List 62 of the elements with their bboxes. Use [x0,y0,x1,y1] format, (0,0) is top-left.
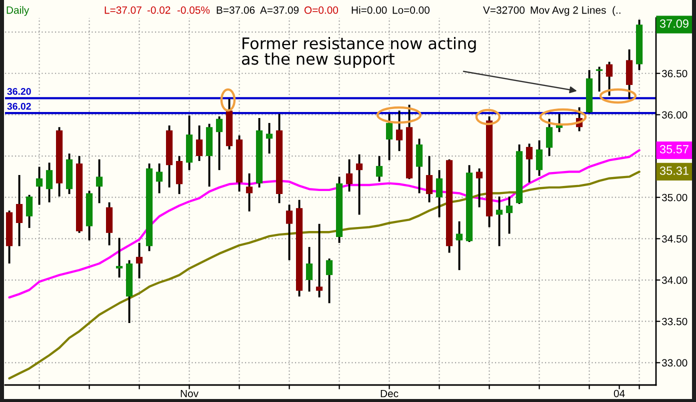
y-tick-label: 35.00 [662,194,688,202]
candlestick [506,196,513,235]
y-tick-label: 34.00 [662,276,688,284]
y-tick-label: 36.50 [662,70,688,78]
ref-line-label: 36.02 [7,102,31,110]
text: O=0.00 [304,6,338,14]
data-label: 35.57 [660,145,688,154]
candlestick [36,166,43,206]
text: Lo=0.00 [392,6,430,14]
candlestick [546,118,553,158]
candlestick [136,242,143,280]
text: -0.05% [177,6,210,14]
candlestick [416,138,423,194]
x-tick-label: 04 [614,390,625,398]
y-tick-label: 34.50 [662,235,688,243]
x-tick-label: Dec [380,390,398,398]
candlestick [46,162,53,204]
candlestick [436,169,443,218]
candlestick [596,66,603,93]
text: A=37.09 [260,6,299,14]
candlestick [376,155,383,183]
candlestick [326,258,333,304]
candlestick [16,174,23,248]
candlestick [536,139,543,177]
candlestick [526,142,533,184]
candlestick [176,155,183,196]
candlestick [96,158,103,204]
candlestick [286,204,293,262]
candlestick [606,60,613,97]
text: L=37.07 [104,6,142,14]
candlestick [456,220,463,272]
candlestick [356,153,363,216]
candlestick [266,122,273,155]
candlestick [196,124,203,162]
candlestick [316,222,323,298]
candlestick [426,155,433,204]
y-tick-label: 33.00 [662,359,688,367]
candlestick [306,246,313,293]
candlestick [216,115,223,172]
ref-line-label: 36.20 [7,88,31,95]
candlestick [26,194,33,229]
text: V=32700 [483,6,525,14]
candlestick [246,172,253,212]
line-series [8,170,640,380]
candlestick [156,162,163,194]
candlestick [116,236,123,279]
text: Hi=0.00 [352,6,387,14]
annotation: 37.09 [660,19,688,28]
x-tick-label: Nov [180,390,199,398]
data-label: 35.31 [660,166,688,175]
text: B=37.06 [216,6,255,14]
line-series [8,149,640,298]
candlestick [396,110,403,152]
candlestick [476,167,483,208]
chart-title: Daily [6,6,30,16]
text: Mov Avg 2 Lines (.. [530,6,620,16]
y-tick-label: 33.50 [662,318,688,326]
text: -0.02 [147,6,170,14]
candlestick [346,158,353,193]
y-tick-label: 36.00 [662,111,688,119]
candlestick [386,112,393,162]
annotation: Former resistance now acting as the new support [242,37,476,68]
